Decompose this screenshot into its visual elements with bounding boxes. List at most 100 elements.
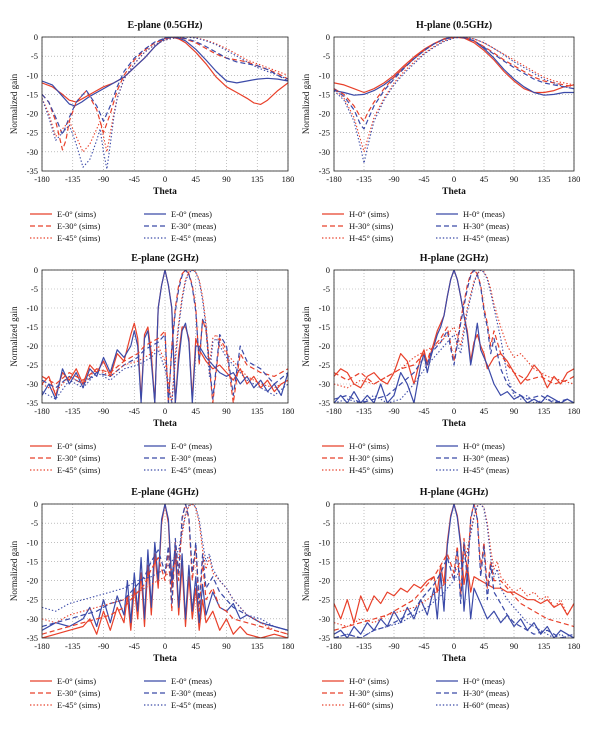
legend-label: H-45° (sims): [349, 233, 393, 243]
chart-panel-5: -180 -135 -90 -45 0 45 90 135 180 0 -5 -10 -15 -20 -25…: [9, 487, 294, 710]
series-line-4: [334, 504, 574, 638]
y-tick-label: -30: [27, 379, 38, 389]
y-tick-label: -15: [319, 89, 330, 99]
legend-label: E-30° (sims): [57, 221, 100, 231]
y-tick-label: 0: [34, 499, 38, 509]
series-line-5: [42, 270, 288, 403]
plot-frame: [41, 36, 289, 172]
x-tick-label: -90: [388, 406, 399, 416]
y-tick-label: -20: [27, 341, 38, 351]
x-tick-label: -180: [34, 641, 50, 651]
y-tick-label: -5: [323, 518, 330, 528]
y-axis-label: Normalized gain: [9, 73, 19, 134]
y-tick-label: -15: [27, 556, 38, 566]
legend-label: E-0° (sims): [57, 676, 96, 686]
x-tick-label: 135: [538, 641, 551, 651]
series-line-4: [334, 270, 574, 403]
y-tick-label: -5: [323, 284, 330, 294]
series-group: [42, 270, 288, 403]
x-tick-label: -90: [98, 406, 109, 416]
legend-label: E-45° (meas): [171, 700, 216, 710]
y-tick-label: -15: [319, 556, 330, 566]
legend-label: H-60° (meas): [463, 700, 509, 710]
x-tick-label: 45: [192, 406, 201, 416]
legend-label: E-30° (sims): [57, 688, 100, 698]
series-line-6: [42, 504, 288, 631]
chart-title: H-plane (0.5GHz): [416, 20, 492, 31]
legend-label: H-30° (meas): [463, 453, 509, 463]
series-line-6: [334, 270, 574, 403]
y-tick-label: -20: [319, 341, 330, 351]
legend-label: E-0° (sims): [57, 209, 96, 219]
chart-panel-4: -180 -135 -90 -45 0 45 90 135 180 0 -5 -10 -15 -20 -25…: [301, 253, 580, 475]
legend-label: H-30° (meas): [463, 688, 509, 698]
series-line-4: [334, 37, 574, 130]
x-tick-label: 90: [222, 641, 231, 651]
x-tick-label: 0: [163, 174, 167, 184]
y-tick-label: -15: [319, 322, 330, 332]
x-tick-label: -135: [65, 174, 81, 184]
y-tick-label: -35: [27, 633, 38, 643]
x-tick-label: -45: [418, 641, 429, 651]
x-tick-label: -180: [326, 174, 342, 184]
legend-label: H-60° (sims): [349, 700, 393, 710]
legend-label: E-30° (sims): [57, 453, 100, 463]
legend-label: E-30° (meas): [171, 688, 216, 698]
y-tick-label: -25: [27, 595, 38, 605]
series-line-3: [42, 504, 288, 635]
y-tick-label: -30: [319, 379, 330, 389]
x-axis-label: Theta: [153, 419, 177, 429]
chart-title: E-plane (0.5GHz): [128, 20, 203, 31]
legend: E-0° (sims) E-0° (meas) E-30° (sims) E-30° …: [30, 209, 216, 243]
legend-label: E-45° (sims): [57, 233, 100, 243]
y-tick-label: -35: [319, 166, 330, 176]
y-tick-label: -35: [27, 398, 38, 408]
series-line-5: [334, 270, 574, 389]
chart-title: E-plane (4GHz): [131, 487, 199, 498]
legend-label: E-30° (meas): [171, 453, 216, 463]
chart-panel-1: -180 -135 -90 -45 0 45 90 135 180 0 -5 -10 -15 -20 -25…: [9, 20, 294, 243]
x-tick-label: 180: [568, 174, 581, 184]
y-tick-label: -25: [319, 128, 330, 138]
x-tick-label: 45: [480, 406, 489, 416]
y-tick-label: -15: [27, 89, 38, 99]
x-tick-label: 45: [480, 641, 489, 651]
series-line-1: [334, 504, 574, 624]
legend: E-0° (sims) E-0° (meas) E-30° (sims) E-30° …: [30, 676, 216, 710]
plot-frame: [41, 503, 289, 639]
x-axis-label: Theta: [442, 654, 466, 664]
chart-title: E-plane (2GHz): [131, 253, 199, 264]
y-tick-label: 0: [326, 499, 330, 509]
series-line-5: [42, 504, 288, 635]
x-tick-label: 135: [538, 406, 551, 416]
x-tick-label: 45: [192, 641, 201, 651]
x-tick-label: -180: [34, 174, 50, 184]
x-tick-label: -90: [388, 174, 399, 184]
legend: H-0° (sims) H-0° (meas) H-30° (sims) H-30° …: [322, 676, 509, 710]
x-axis-label: Theta: [153, 187, 177, 197]
x-tick-label: 135: [251, 174, 264, 184]
legend-label: H-0° (meas): [463, 209, 505, 219]
series-line-3: [334, 37, 574, 122]
x-tick-label: 180: [282, 406, 295, 416]
legend-label: H-45° (sims): [349, 465, 393, 475]
legend-label: H-0° (meas): [463, 676, 505, 686]
x-tick-label: 135: [538, 174, 551, 184]
chart-title: H-plane (2GHz): [420, 253, 489, 264]
series-line-5: [334, 37, 574, 153]
plot-frame: [333, 36, 575, 172]
y-tick-label: -25: [319, 595, 330, 605]
legend-label: H-0° (sims): [349, 209, 389, 219]
y-tick-label: -15: [27, 322, 38, 332]
y-tick-label: -25: [319, 360, 330, 370]
y-tick-label: -20: [319, 109, 330, 119]
x-tick-label: 0: [163, 406, 167, 416]
y-tick-label: -5: [323, 51, 330, 61]
y-tick-label: -5: [31, 284, 38, 294]
legend: H-0° (sims) H-0° (meas) H-30° (sims) H-30° …: [322, 209, 509, 243]
x-tick-label: 90: [222, 174, 231, 184]
y-tick-label: -10: [27, 70, 38, 80]
series-group: [334, 37, 574, 164]
plot-frame: [41, 269, 289, 404]
y-tick-label: -35: [319, 398, 330, 408]
